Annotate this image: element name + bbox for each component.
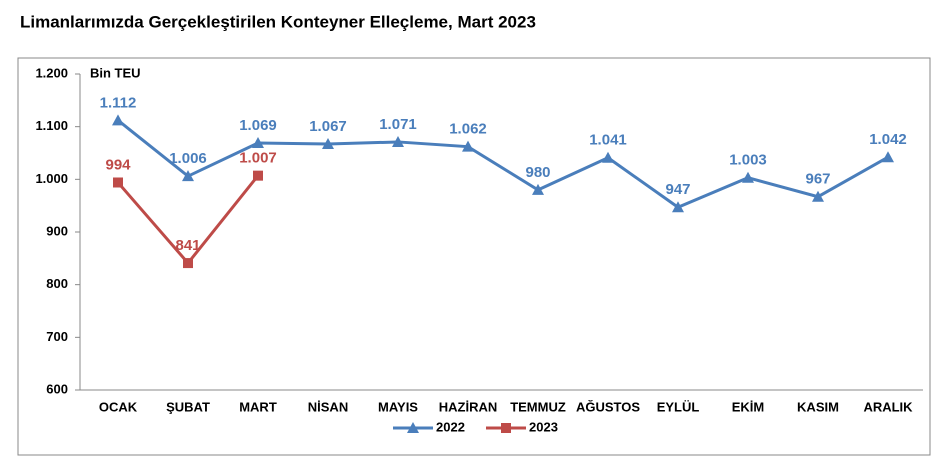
data-label: 947	[665, 181, 690, 198]
data-point	[742, 171, 754, 183]
data-point	[182, 170, 194, 182]
data-label: 980	[525, 164, 550, 181]
y-tick-label: 1.000	[35, 171, 68, 186]
x-tick-label: MART	[239, 399, 277, 414]
x-tick-label: TEMMUZ	[510, 399, 566, 414]
x-tick-label: ARALIK	[863, 399, 913, 414]
data-label: 1.042	[869, 131, 907, 148]
data-point	[112, 114, 124, 126]
y-axis-label: Bin TEU	[90, 65, 141, 80]
data-label: 994	[105, 156, 131, 173]
data-point	[253, 170, 263, 181]
data-point	[812, 190, 824, 202]
data-label: 1.006	[169, 150, 207, 167]
legend-label: 2023	[529, 419, 558, 434]
y-tick-label: 600	[46, 381, 68, 396]
data-label: 967	[805, 171, 830, 188]
data-label: 1.041	[589, 132, 627, 149]
data-point	[392, 135, 404, 147]
x-tick-label: KASIM	[797, 399, 839, 414]
y-tick-label: 800	[46, 276, 68, 291]
x-tick-label: NİSAN	[308, 399, 348, 414]
data-point	[532, 183, 544, 195]
data-label: 1.067	[309, 118, 347, 135]
legend-label: 2022	[436, 419, 465, 434]
x-tick-label: MAYIS	[378, 399, 418, 414]
data-label: 1.071	[379, 116, 417, 133]
data-point	[183, 258, 193, 269]
data-point	[462, 140, 474, 152]
y-tick-label: 1.200	[35, 65, 68, 80]
data-label: 1.069	[239, 117, 277, 134]
x-tick-label: AĞUSTOS	[576, 399, 640, 414]
data-point	[672, 201, 684, 213]
series-line	[117, 119, 889, 209]
data-point	[602, 151, 614, 163]
data-point	[322, 138, 334, 150]
data-point	[113, 177, 123, 188]
data-point	[252, 136, 264, 148]
data-label: 1.007	[239, 150, 277, 167]
y-tick-label: 900	[46, 223, 68, 238]
data-label: 1.062	[449, 121, 487, 138]
y-tick-label: 1.100	[35, 118, 68, 133]
data-label: 841	[175, 237, 200, 254]
chart-title: Limanlarımızda Gerçekleştirilen Konteyne…	[20, 12, 536, 31]
x-tick-label: ŞUBAT	[166, 399, 210, 414]
data-label: 1.112	[100, 94, 137, 111]
x-tick-label: EYLÜL	[657, 399, 700, 414]
x-tick-label: EKİM	[732, 399, 765, 414]
data-point	[882, 151, 894, 163]
data-label: 1.003	[729, 152, 767, 169]
legend-marker	[407, 422, 419, 433]
legend-marker	[501, 423, 511, 433]
x-tick-label: OCAK	[99, 399, 138, 414]
x-tick-label: HAZİRAN	[439, 399, 498, 414]
chart-frame	[17, 57, 931, 456]
y-tick-label: 700	[46, 329, 68, 344]
